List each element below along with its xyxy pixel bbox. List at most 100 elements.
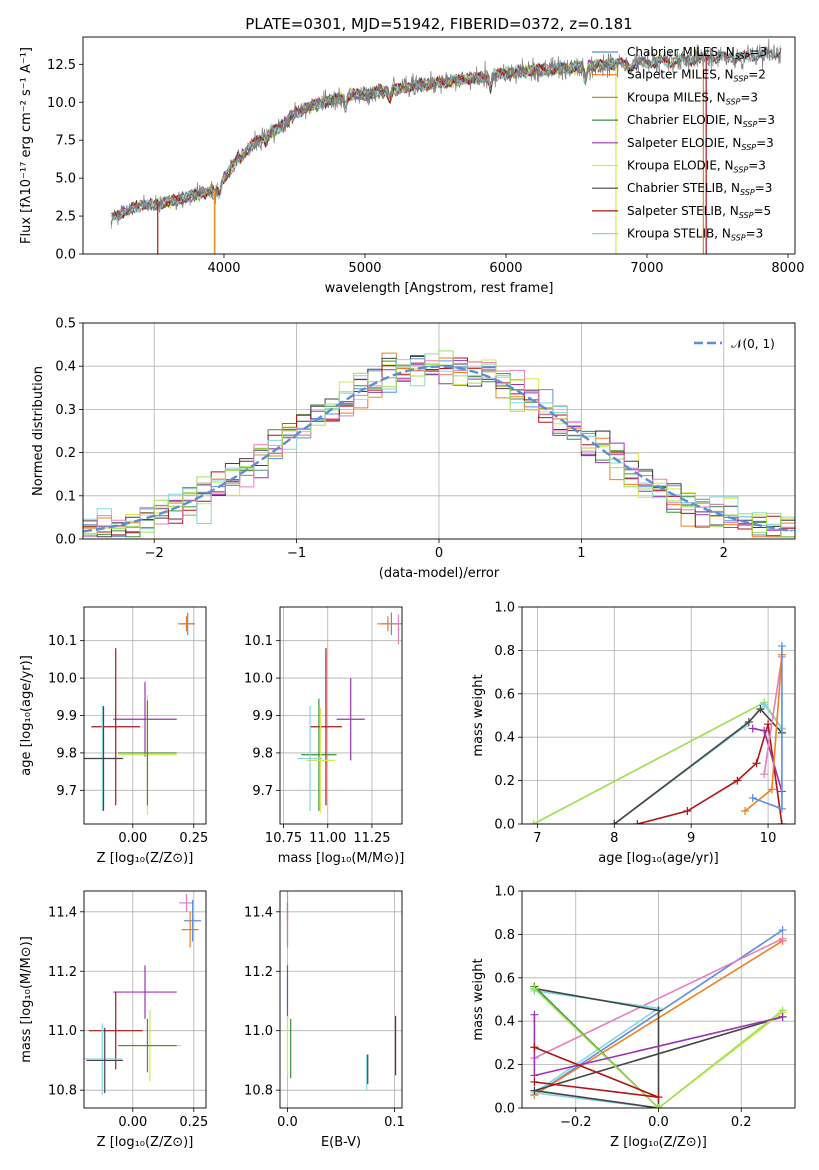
x-tick-label: 2: [720, 546, 728, 561]
x-axis-label: wavelength [Angstrom, rest frame]: [325, 281, 554, 296]
x-tick-label: 4000: [207, 261, 240, 276]
y-tick-label: 9.8: [56, 746, 77, 761]
y-tick-label: 0.2: [55, 446, 76, 461]
y-tick-label: 0.1: [55, 489, 76, 504]
normal-reference-curve: [83, 365, 793, 533]
plot-area: [84, 612, 196, 815]
plot-area: [530, 926, 787, 1108]
y-tick-label: 0.6: [494, 971, 515, 986]
weight-marker: [752, 759, 761, 768]
x-tick-label: 5000: [348, 261, 381, 276]
axes-frame: [82, 36, 796, 255]
x-tick-label: 0.0: [648, 1115, 669, 1130]
weight-marker: [683, 806, 692, 815]
y-tick-label: 0.0: [494, 818, 515, 833]
weight-marker: [654, 1093, 663, 1102]
weight-marker: [530, 1010, 539, 1019]
x-axis-label: mass [log₁₀(M/M⊙)]: [278, 851, 405, 866]
weight-marker: [760, 770, 769, 779]
y-tick-label: 11.4: [244, 905, 273, 920]
weight-line: [763, 656, 783, 775]
y-tick-label: 11.2: [244, 965, 273, 980]
y-tick-label: 1.0: [494, 885, 515, 900]
plot-area: [110, 38, 782, 254]
y-tick-label: 9.9: [56, 709, 77, 724]
weight-marker: [778, 926, 787, 935]
x-tick-label: 0.0: [277, 1115, 298, 1130]
y-tick-label: 9.8: [252, 746, 273, 761]
y-tick-label: 7.5: [55, 134, 76, 149]
weight-marker: [778, 1012, 787, 1021]
y-tick-label: 0.8: [494, 644, 515, 659]
panel-weight_vs_age: 7 8 9 10 0.0 0.2 0.4 0.6 0.8 1.0 age [log₁₀(age/yr…: [471, 601, 796, 866]
x-tick-label: 0.00: [118, 831, 147, 846]
weight-marker: [529, 820, 538, 824]
x-tick-label: 6000: [489, 261, 522, 276]
weight-line: [534, 987, 783, 1108]
x-axis-label: age [log₁₀(age/yr)]: [598, 851, 719, 866]
y-tick-label: 9.9: [252, 709, 273, 724]
weight-marker: [733, 776, 742, 785]
y-tick-label: 0.0: [55, 533, 76, 548]
panel-age_vs_mass: 10.75 11.00 11.25 9.7 9.8 9.9 10.0 10.1 mass [lo…: [244, 606, 405, 866]
x-tick-label: −2: [145, 546, 164, 561]
weight-marker: [530, 1086, 539, 1095]
weight-marker: [767, 785, 776, 794]
histogram-step: [83, 350, 795, 538]
x-tick-label: 0.00: [118, 1115, 147, 1130]
x-tick-label: 0: [435, 546, 443, 561]
plot-area: [84, 893, 202, 1095]
x-tick-label: 0.1: [384, 1115, 405, 1130]
weight-marker: [764, 720, 773, 729]
y-tick-label: 10.0: [244, 672, 273, 687]
y-tick-label: 0.2: [494, 1058, 515, 1073]
y-tick-label: 5.0: [55, 172, 76, 187]
x-axis-label: Z [log₁₀(Z/Z⊙)]: [97, 851, 194, 866]
legend-entry: Chabrier MILES, NSSP=3: [627, 45, 767, 61]
x-tick-label: 11.00: [309, 831, 346, 846]
y-tick-label: 11.4: [48, 905, 77, 920]
legend: Chabrier MILES, NSSP=3 Salpeter MILES, NS…: [592, 45, 775, 243]
y-tick-label: 10.8: [244, 1084, 273, 1099]
weight-marker: [633, 820, 642, 824]
x-tick-label: −0.2: [560, 1115, 592, 1130]
weight-marker: [654, 1006, 663, 1015]
y-tick-label: 0.0: [55, 248, 76, 263]
weight-marker: [748, 793, 757, 802]
weight-marker: [778, 934, 787, 943]
legend-entry: Kroupa MILES, NSSP=3: [627, 90, 758, 106]
y-tick-label: 0.0: [494, 1102, 515, 1117]
x-tick-label: 8000: [771, 261, 804, 276]
x-tick-label: 0.25: [179, 1115, 208, 1130]
weight-marker: [654, 1104, 663, 1108]
x-tick-label: 10: [760, 831, 777, 846]
y-tick-label: 1.0: [494, 601, 515, 616]
y-tick-label: 11.0: [244, 1024, 273, 1039]
chart-title: PLATE=0301, MJD=51942, FIBERID=0372, z=0…: [245, 15, 632, 33]
panel-residuals: −2 −1 0 1 2 0.0 0.1 0.2 0.3 0.4 0.5 (data-model)/er…: [31, 317, 796, 581]
weight-marker: [610, 820, 619, 824]
x-tick-label: −1: [287, 546, 306, 561]
legend: 𝒩(0, 1): [694, 337, 775, 351]
x-axis-label: (data-model)/error: [379, 566, 500, 581]
y-tick-label: 2.5: [55, 210, 76, 225]
legend-entry: 𝒩(0, 1): [731, 337, 775, 351]
y-axis-label: mass weight: [471, 674, 486, 756]
y-axis-label: mass weight: [471, 958, 486, 1040]
legend-entry: Salpeter ELODIE, NSSP=3: [627, 136, 774, 152]
y-tick-label: 0.8: [494, 928, 515, 943]
y-tick-label: 0.4: [494, 1015, 515, 1030]
axes-frame: [83, 890, 207, 1109]
x-tick-label: 9: [687, 831, 695, 846]
y-tick-label: 10.1: [244, 634, 273, 649]
legend-entry: Chabrier ELODIE, NSSP=3: [627, 113, 775, 129]
y-axis-label: Normed distribution: [31, 366, 46, 496]
axes-frame: [279, 890, 403, 1109]
y-tick-label: 0.4: [494, 731, 515, 746]
spectrum-model-kroupa-stelib: [110, 44, 782, 222]
y-tick-label: 10.0: [47, 96, 76, 111]
panel-spectrum: 4000 5000 6000 7000 8000 0.0 2.5 5.0 7.5 10.0 12.5…: [19, 15, 804, 296]
y-tick-label: 10.1: [48, 634, 77, 649]
legend-entry: Salpeter STELIB, NSSP=5: [627, 204, 771, 220]
y-axis-label: Flux [fλ10⁻¹⁷ erg cm⁻² s⁻¹ A⁻¹]: [19, 47, 34, 244]
